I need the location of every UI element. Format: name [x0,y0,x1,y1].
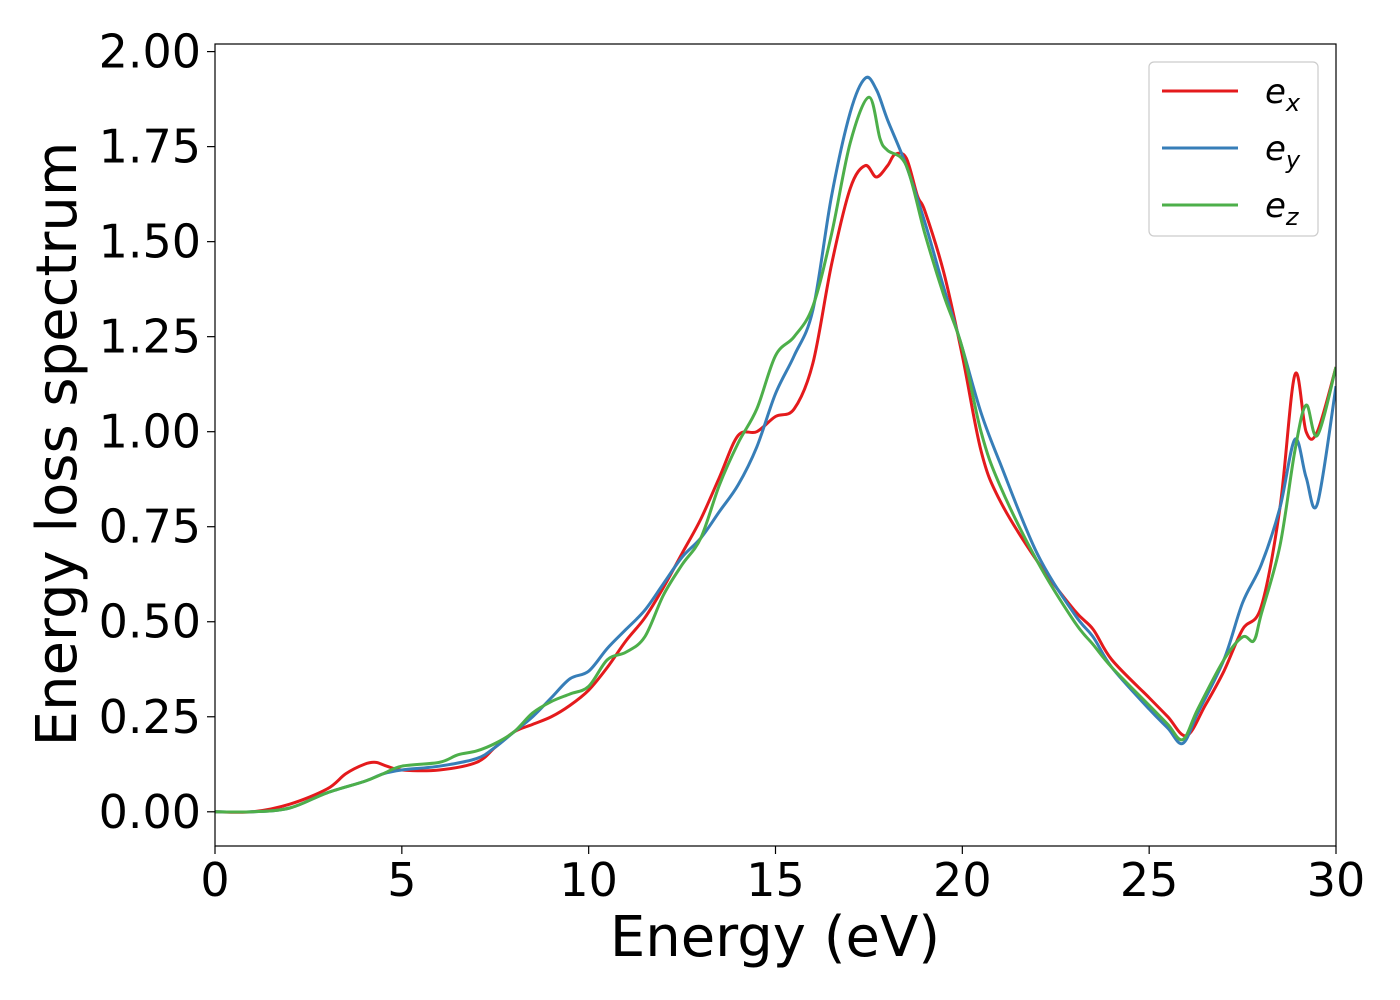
x-tick-label: 5 [387,853,416,907]
x-tick-label: 0 [200,853,229,907]
y-tick-label: 1.75 [99,120,201,174]
x-axis-label: Energy (eV) [610,905,940,970]
x-axis: 0 5 10 15 20 25 30 [200,846,1365,907]
series-line-ey [215,75,1336,814]
y-tick-label: 0.25 [99,690,201,744]
x-tick-label: 15 [746,853,805,907]
x-tick-label: 25 [1120,853,1179,907]
y-tick-label: 1.25 [99,310,201,364]
y-axis-label: Energy loss spectrum [25,142,90,747]
y-tick-label: 1.50 [99,215,201,269]
plot-area [214,43,1337,847]
y-tick-label: 0.75 [99,500,201,554]
x-tick-label: 10 [559,853,618,907]
y-tick-label: 1.00 [99,405,201,459]
y-axis: 0.00 0.25 0.50 0.75 1.00 1.25 1.50 1.75 2.00 [99,25,215,839]
series-line-ez [215,95,1336,814]
y-tick-label: 0.00 [99,785,201,839]
x-tick-label: 30 [1307,853,1366,907]
y-tick-label: 2.00 [99,25,201,79]
y-tick-label: 0.50 [99,595,201,649]
series-lines [215,75,1336,814]
x-tick-label: 20 [933,853,992,907]
